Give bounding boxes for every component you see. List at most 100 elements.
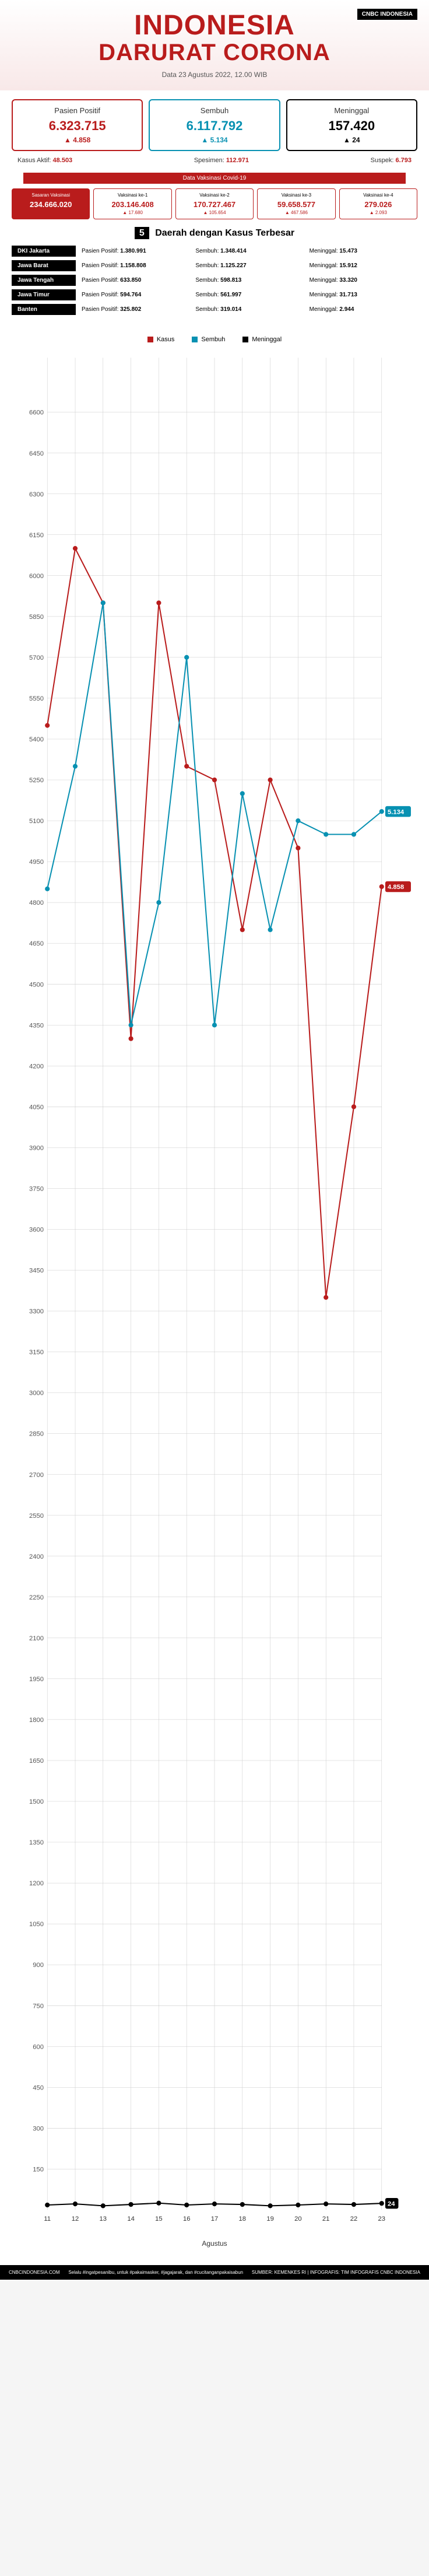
- title-line1: INDONESIA: [12, 12, 417, 40]
- svg-text:4950: 4950: [29, 859, 44, 866]
- svg-text:4500: 4500: [29, 981, 44, 988]
- regions-title-text: Daerah dengan Kasus Terbesar: [155, 228, 294, 238]
- svg-text:750: 750: [33, 2003, 44, 2010]
- stat-card-men: Meninggal 157.420 ▲ 24: [286, 99, 417, 151]
- region-men: Meninggal: 31.713: [304, 292, 417, 298]
- svg-text:3000: 3000: [29, 1390, 44, 1397]
- sub-stat: Spesimen: 112.971: [194, 157, 249, 164]
- vacc-delta: ▲ 17.680: [97, 210, 167, 215]
- legend-label: Sembuh: [201, 336, 225, 343]
- svg-text:14: 14: [127, 2216, 135, 2222]
- svg-text:2250: 2250: [29, 1594, 44, 1601]
- vacc-value: 59.658.577: [261, 200, 331, 209]
- vacc-value: 203.146.408: [97, 200, 167, 209]
- region-men: Meninggal: 15.912: [304, 262, 417, 269]
- vacc-delta: ▲ 105.654: [180, 210, 249, 215]
- svg-text:4200: 4200: [29, 1063, 44, 1070]
- svg-text:3750: 3750: [29, 1185, 44, 1192]
- svg-text:5250: 5250: [29, 777, 44, 784]
- legend-label: Kasus: [157, 336, 175, 343]
- stat-value: 157.420: [293, 118, 410, 134]
- vacc-card: Vaksinasi ke-2 170.727.467 ▲ 105.654: [175, 188, 254, 219]
- svg-text:2100: 2100: [29, 1635, 44, 1642]
- svg-text:4800: 4800: [29, 900, 44, 907]
- vacc-delta: ▲ 2.093: [343, 210, 413, 215]
- region-sem: Sembuh: 319.014: [189, 306, 303, 313]
- vacc-label: Vaksinasi ke-3: [261, 192, 331, 198]
- legend-item: Meninggal: [242, 336, 282, 343]
- stat-delta: ▲ 5.134: [156, 136, 273, 144]
- region-name: Jawa Barat: [12, 260, 76, 271]
- svg-text:5400: 5400: [29, 736, 44, 743]
- vacc-label: Vaksinasi ke-4: [343, 192, 413, 198]
- chart-legend: Kasus Sembuh Meninggal: [0, 327, 429, 352]
- svg-text:4350: 4350: [29, 1022, 44, 1029]
- stat-value: 6.323.715: [19, 118, 136, 134]
- svg-text:16: 16: [183, 2216, 191, 2222]
- svg-text:5100: 5100: [29, 818, 44, 825]
- svg-text:300: 300: [33, 2125, 44, 2132]
- line-chart: 1503004506007509001050120013501500165018…: [17, 352, 412, 2234]
- svg-text:150: 150: [33, 2166, 44, 2173]
- regions-list: DKI Jakarta Pasien Positif: 1.380.991 Se…: [12, 246, 417, 315]
- svg-text:4650: 4650: [29, 940, 44, 947]
- svg-text:1650: 1650: [29, 1758, 44, 1765]
- legend-item: Sembuh: [192, 336, 225, 343]
- region-men: Meninggal: 15.473: [304, 248, 417, 254]
- legend-color: [242, 337, 248, 342]
- region-row: DKI Jakarta Pasien Positif: 1.380.991 Se…: [12, 246, 417, 257]
- svg-text:3150: 3150: [29, 1349, 44, 1356]
- svg-text:900: 900: [33, 1962, 44, 1969]
- region-pos: Pasien Positif: 633.850: [76, 277, 189, 284]
- svg-text:15: 15: [155, 2216, 163, 2222]
- svg-text:450: 450: [33, 2084, 44, 2091]
- region-men: Meninggal: 2.944: [304, 306, 417, 313]
- region-name: Banten: [12, 304, 76, 315]
- vacc-label: Vaksinasi ke-1: [97, 192, 167, 198]
- svg-text:6300: 6300: [29, 491, 44, 498]
- svg-text:17: 17: [211, 2216, 219, 2222]
- svg-text:12: 12: [72, 2216, 79, 2222]
- vacc-value: 234.666.020: [16, 200, 86, 209]
- svg-text:11: 11: [44, 2216, 51, 2222]
- svg-text:1500: 1500: [29, 1798, 44, 1805]
- vacc-value: 170.727.467: [180, 200, 249, 209]
- region-row: Jawa Tengah Pasien Positif: 633.850 Semb…: [12, 275, 417, 286]
- svg-text:13: 13: [100, 2216, 107, 2222]
- svg-text:23: 23: [378, 2216, 386, 2222]
- stat-label: Meninggal: [293, 106, 410, 115]
- stat-delta: ▲ 4.858: [19, 136, 136, 144]
- stat-card-pos: Pasien Positif 6.323.715 ▲ 4.858: [12, 99, 143, 151]
- chart-area: 1503004506007509001050120013501500165018…: [0, 352, 429, 2265]
- footer-left: CNBCINDONESIA.COM: [9, 2270, 60, 2275]
- stat-delta: ▲ 24: [293, 136, 410, 144]
- region-row: Jawa Timur Pasien Positif: 594.764 Sembu…: [12, 289, 417, 300]
- infographic-page: CNBC INDONESIA INDONESIA DARURAT CORONA …: [0, 0, 429, 2280]
- region-pos: Pasien Positif: 1.158.808: [76, 262, 189, 269]
- vaccination-row: Sasaran Vaksinasi 234.666.020 Vaksinasi …: [0, 188, 429, 219]
- svg-text:3450: 3450: [29, 1268, 44, 1275]
- svg-text:1350: 1350: [29, 1839, 44, 1846]
- legend-color: [192, 337, 198, 342]
- svg-text:3300: 3300: [29, 1308, 44, 1315]
- vacc-label: Sasaran Vaksinasi: [16, 192, 86, 198]
- svg-text:4050: 4050: [29, 1104, 44, 1111]
- region-sem: Sembuh: 561.997: [189, 292, 303, 298]
- svg-text:19: 19: [266, 2216, 274, 2222]
- sub-stats-row: Kasus Aktif: 48.503Spesimen: 112.971Susp…: [0, 151, 429, 170]
- x-axis-label: Agustus: [17, 2234, 412, 2253]
- svg-text:1200: 1200: [29, 1880, 44, 1887]
- svg-text:6000: 6000: [29, 573, 44, 580]
- region-sem: Sembuh: 598.813: [189, 277, 303, 284]
- svg-text:22: 22: [350, 2216, 358, 2222]
- svg-text:2400: 2400: [29, 1553, 44, 1560]
- region-row: Banten Pasien Positif: 325.802 Sembuh: 3…: [12, 304, 417, 315]
- main-stats-row: Pasien Positif 6.323.715 ▲ 4.858 Sembuh …: [0, 99, 429, 151]
- vacc-label: Vaksinasi ke-2: [180, 192, 249, 198]
- title-line2: DARURAT CORONA: [12, 40, 417, 66]
- svg-text:3900: 3900: [29, 1144, 44, 1152]
- sub-stat: Kasus Aktif: 48.503: [17, 157, 72, 164]
- region-name: Jawa Timur: [12, 289, 76, 300]
- svg-text:5550: 5550: [29, 695, 44, 702]
- svg-text:4.858: 4.858: [388, 884, 404, 891]
